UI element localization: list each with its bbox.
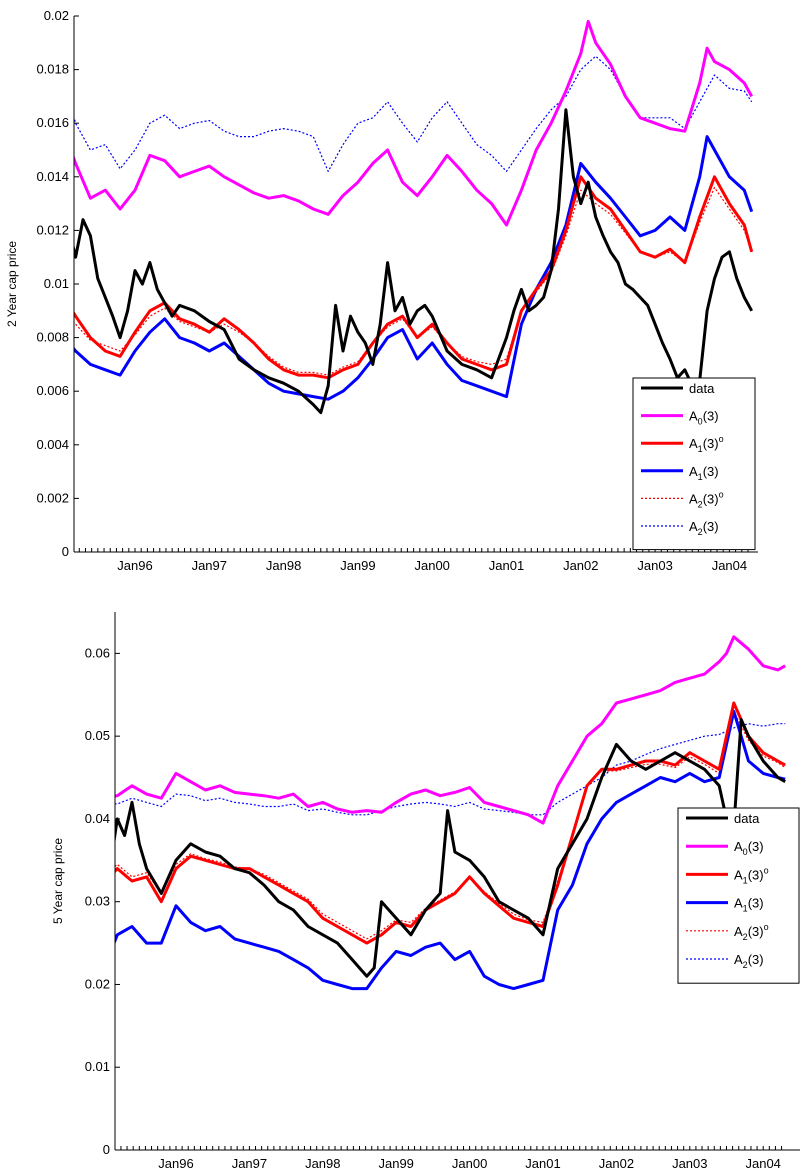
- x-tick-label: Jan98: [305, 1156, 340, 1171]
- y-tick-label: 0.01: [85, 1059, 110, 1074]
- y-tick-label: 0.008: [36, 330, 69, 345]
- y-tick-label: 0.04: [85, 811, 110, 826]
- series-line-1: [115, 718, 786, 978]
- x-tick-label: Jan96: [158, 1156, 193, 1171]
- series-line-4: [115, 709, 786, 991]
- legend-box: [677, 807, 800, 984]
- legend-label: A1(3): [689, 464, 719, 482]
- legend-label: A2(3): [689, 519, 719, 537]
- y-axis-label: 2 Year cap price: [5, 241, 19, 327]
- x-tick-label: Jan97: [232, 1156, 267, 1171]
- x-tick-label: Jan97: [192, 558, 227, 573]
- legend-label: A0(3): [689, 409, 719, 427]
- y-tick-label: 0.03: [85, 894, 110, 909]
- legend-label: A2(3)o: [689, 489, 724, 509]
- x-tick-label: Jan99: [340, 558, 375, 573]
- series-line-5: [115, 710, 786, 940]
- legend: data A0(3) A1(3)o A1(3) A2(3)o A2(3): [632, 377, 756, 551]
- series-line-1: [74, 108, 754, 415]
- y-tick-label: 0.006: [36, 383, 69, 398]
- x-tick-label: Jan00: [452, 1156, 487, 1171]
- series-line-3: [115, 701, 786, 945]
- x-tick-label: Jan02: [599, 1156, 634, 1171]
- series-line-4: [74, 135, 754, 401]
- y-tick-label: 0: [103, 1142, 110, 1157]
- legend-box: [632, 377, 756, 551]
- x-tick-label: Jan03: [637, 558, 672, 573]
- legend: data A0(3) A1(3)o A1(3) A2(3)o A2(3): [677, 807, 800, 984]
- y-tick-label: 0.05: [85, 728, 110, 743]
- series-line-6: [74, 55, 753, 172]
- legend-label: A2(3): [734, 952, 764, 970]
- series-line-2: [115, 635, 786, 825]
- y-tick-label: 0.018: [36, 62, 69, 77]
- x-tick-label: Jan03: [672, 1156, 707, 1171]
- x-tick-label: Jan01: [489, 558, 524, 573]
- y-tick-label: 0.02: [85, 976, 110, 991]
- chart-panel-2: 0 0.01 0.02 0.03 0.04 0.05 0.06 Jan96 Jan97 Jan98…: [51, 612, 800, 1171]
- y-tick-label: 0.014: [36, 169, 69, 184]
- series-line-6: [115, 723, 786, 816]
- legend-label: A1(3)o: [689, 434, 724, 454]
- y-axis-label: 5 Year cap price: [51, 838, 65, 924]
- y-tick-label: 0.004: [36, 437, 69, 452]
- y-tick-label: 0.002: [36, 490, 69, 505]
- series-line-3: [74, 175, 754, 380]
- y-tick-label: 0.016: [36, 115, 69, 130]
- legend-label: A1(3): [734, 896, 764, 914]
- series-line-5: [74, 186, 753, 376]
- y-tick-label: 0.01: [44, 276, 69, 291]
- y-tick-label: 0.06: [85, 645, 110, 660]
- legend-label: A1(3)o: [734, 865, 769, 885]
- y-tick-label: 0.02: [44, 8, 69, 23]
- x-tick-label: Jan99: [378, 1156, 413, 1171]
- x-tick-label: Jan00: [414, 558, 449, 573]
- x-tick-label: Jan02: [563, 558, 598, 573]
- legend-label: A2(3)o: [734, 922, 769, 942]
- series-line-2: [74, 19, 754, 227]
- legend-label: data: [689, 381, 715, 396]
- legend-label: A0(3): [734, 839, 764, 857]
- legend-label: data: [734, 811, 760, 826]
- y-tick-label: 0.012: [36, 222, 69, 237]
- x-tick-label: Jan98: [266, 558, 301, 573]
- y-tick-label: 0: [62, 544, 69, 559]
- series-group: [115, 635, 786, 991]
- chart-panel-1: 0 0.002 0.004 0.006 0.008 0.01 0.012 0.014 0.016…: [5, 8, 758, 573]
- x-tick-label: Jan01: [525, 1156, 560, 1171]
- x-tick-label: Jan96: [117, 558, 152, 573]
- x-tick-label: Jan04: [712, 558, 747, 573]
- series-group: [74, 19, 754, 415]
- x-tick-label: Jan04: [745, 1156, 780, 1171]
